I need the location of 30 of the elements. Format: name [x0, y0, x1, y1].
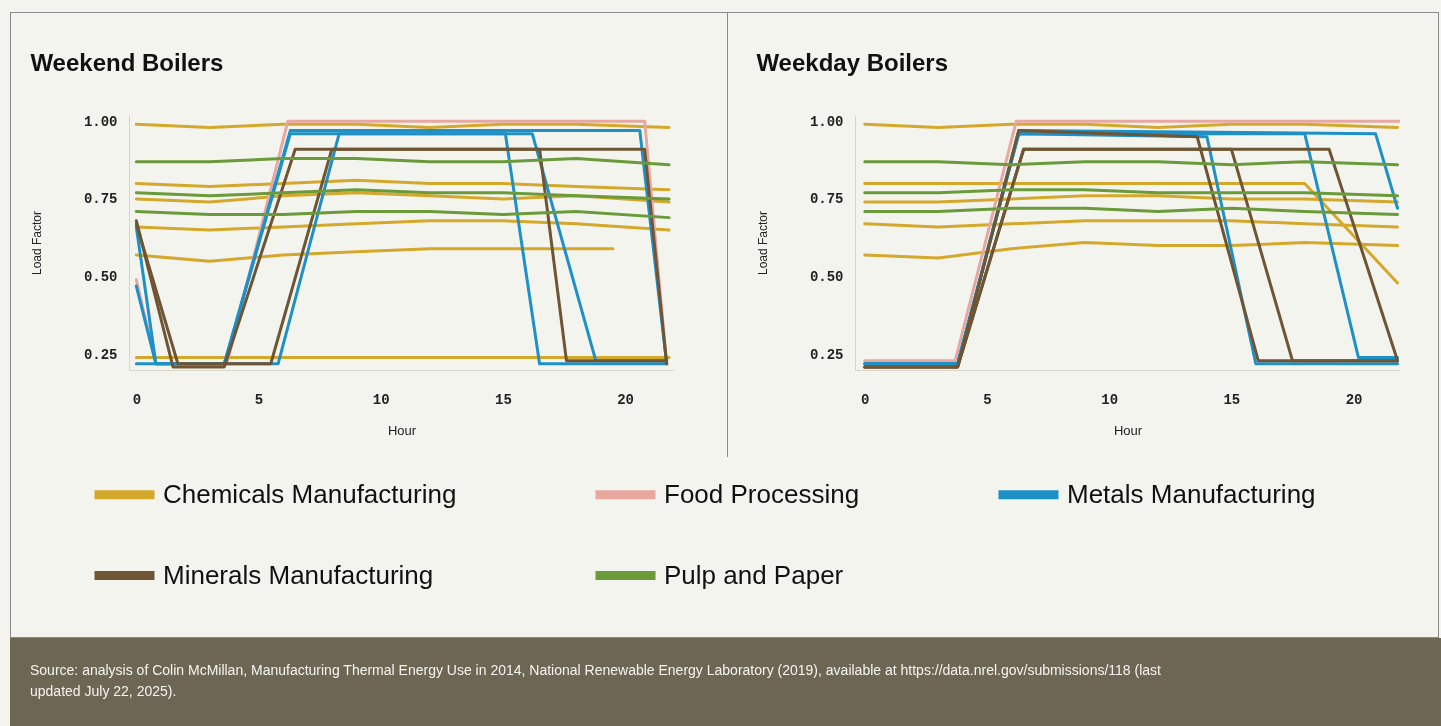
legend-label: Chemicals Manufacturing [163, 478, 457, 509]
y-tick-label: 0.25 [83, 346, 118, 363]
legend-label: Minerals Manufacturing [163, 559, 434, 590]
y-axis-title: Load Factor [755, 210, 770, 276]
x-tick-label: 15 [1223, 391, 1241, 408]
y-tick-label: 1.00 [809, 113, 844, 130]
x-axis-title: Hour [387, 422, 417, 438]
x-tick-label: 20 [1345, 391, 1363, 408]
x-tick-label: 10 [372, 391, 390, 408]
legend-label: Food Processing [664, 478, 860, 509]
x-axis-title: Hour [1113, 422, 1143, 438]
source-note: Source: analysis of Colin McMillan, Manufacturing Thermal Energy Use in 2014, National Renewable Energy Laboratory (2019), available at https://data.nrel.gov/submissions/118 (last updated July 22, 2025). [30, 661, 1162, 701]
x-tick-label: 5 [983, 391, 992, 408]
x-tick-label: 15 [495, 391, 512, 408]
chart-title: Weekday Boilers [756, 49, 949, 77]
x-tick-label: 0 [132, 391, 142, 408]
y-tick-label: 0.50 [809, 269, 844, 286]
y-tick-label: 1.00 [83, 113, 118, 130]
legend-label: Pulp and Paper [664, 559, 844, 590]
y-tick-label: 0.75 [809, 191, 844, 208]
y-tick-label: 0.75 [83, 191, 118, 208]
y-tick-label: 0.25 [809, 346, 844, 363]
chart-title: Weekend Boilers [30, 49, 224, 77]
y-axis-title: Load Factor [29, 210, 44, 276]
legend-label: Metals Manufacturing [1067, 478, 1316, 509]
x-tick-label: 10 [1101, 391, 1119, 408]
x-tick-label: 5 [254, 391, 264, 408]
x-tick-label: 20 [617, 391, 635, 408]
y-tick-label: 0.50 [83, 269, 118, 286]
x-tick-label: 0 [861, 391, 870, 408]
